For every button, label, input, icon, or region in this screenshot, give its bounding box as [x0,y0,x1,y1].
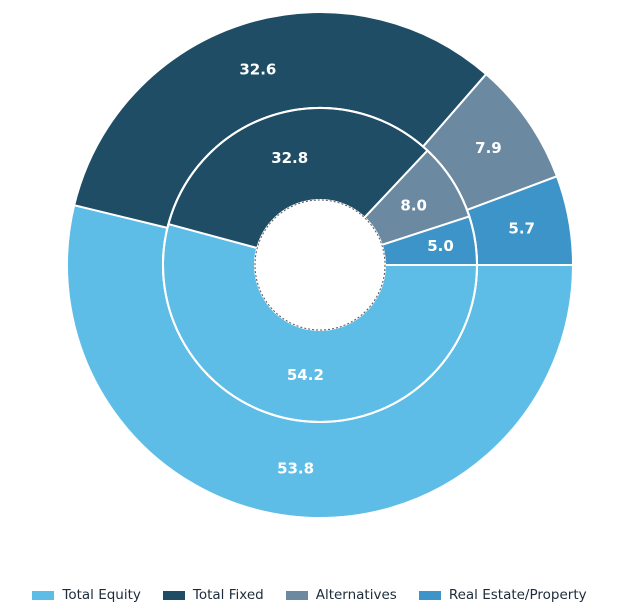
legend-item-real-estate-property: Real Estate/Property [418,587,587,603]
center-hole [254,199,386,331]
inner-label-alternatives: 8.0 [400,197,427,215]
legend: Total Equity Total Fixed Alternatives Re… [0,584,619,606]
legend-label-total-fixed: Total Fixed [192,587,264,603]
outer-label-alternatives: 7.9 [475,139,502,157]
legend-swatch-alternatives [285,590,308,600]
legend-swatch-total-equity [32,590,55,600]
inner-label-real-estate-property: 5.0 [427,237,454,255]
legend-swatch-real-estate-property [418,590,441,600]
legend-label-total-equity: Total Equity [62,587,141,603]
donut-hole [162,107,478,423]
outer-label-real-estate-property: 5.7 [508,219,535,237]
outer-label-total-equity: 53.8 [277,460,314,478]
legend-item-total-equity: Total Equity [32,587,141,603]
legend-label-alternatives: Alternatives [315,587,397,603]
outer-ring [66,11,575,519]
legend-swatch-total-fixed [162,590,185,600]
data-labels: 54.2 32.8 8.0 5.0 53.8 32.6 7.9 5.7 [239,61,535,478]
legend-item-total-fixed: Total Fixed [162,587,264,603]
legend-label-real-estate-property: Real Estate/Property [448,587,587,603]
ring-separator [162,107,478,423]
outer-label-total-fixed: 32.6 [239,61,276,79]
legend-item-alternatives: Alternatives [285,587,397,603]
inner-label-total-equity: 54.2 [287,366,324,384]
inner-label-total-fixed: 32.8 [271,149,308,167]
